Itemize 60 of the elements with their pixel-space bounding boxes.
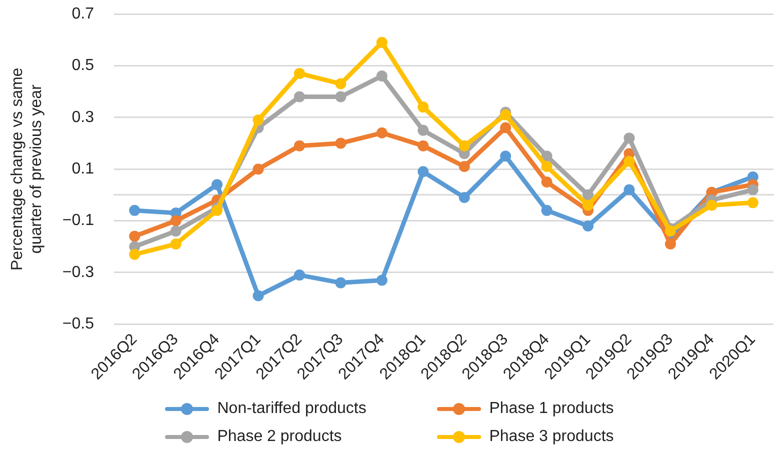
point (582, 220, 594, 232)
point (294, 270, 305, 281)
point (500, 122, 512, 134)
y-axis-title: Percentage change vs same quarter of previous year (9, 68, 46, 270)
y-tick-label: 0.7 (72, 5, 94, 22)
point (541, 176, 552, 188)
point (541, 204, 552, 216)
point (129, 204, 140, 216)
y-tick-label: 0.1 (72, 160, 94, 178)
point (129, 248, 140, 260)
point (500, 109, 512, 120)
y-tick-label: −0.1 (62, 212, 94, 230)
point (664, 238, 676, 250)
point (541, 150, 552, 162)
point (170, 215, 182, 226)
y-tick-label: −0.5 (62, 316, 94, 333)
point (747, 197, 758, 208)
y-tick-label: 0.3 (72, 108, 94, 126)
point (252, 114, 264, 126)
point (170, 226, 182, 237)
point (252, 164, 264, 175)
legend-label: Phase 1 products (489, 400, 614, 418)
legend-label: Phase 3 products (489, 428, 614, 446)
y-tick-label: 0.5 (72, 57, 94, 74)
point (376, 70, 388, 82)
point (418, 124, 429, 136)
point (624, 156, 635, 167)
point (252, 290, 264, 302)
point (706, 200, 718, 211)
legend-label: Non-tariffed products (217, 400, 366, 418)
point (582, 189, 594, 200)
point (335, 277, 346, 288)
point (129, 230, 140, 242)
point (335, 138, 346, 149)
point (212, 179, 223, 190)
point (376, 36, 388, 48)
legend-label: Phase 2 products (217, 428, 342, 446)
point (335, 78, 346, 90)
point (212, 204, 223, 216)
point (170, 238, 182, 250)
point (458, 192, 470, 204)
point (294, 140, 305, 152)
point (624, 132, 635, 144)
point (376, 127, 388, 138)
point (418, 140, 429, 152)
point (376, 274, 388, 286)
point (582, 200, 594, 211)
point (418, 166, 429, 178)
point (458, 160, 470, 172)
point (747, 184, 758, 196)
point (500, 150, 512, 162)
point (624, 184, 635, 196)
point (294, 91, 305, 102)
point (541, 160, 552, 172)
point (664, 226, 676, 237)
y-tick-label: −0.3 (62, 264, 94, 281)
point (418, 102, 429, 113)
point (294, 68, 305, 79)
point (335, 91, 346, 102)
point (458, 140, 470, 152)
